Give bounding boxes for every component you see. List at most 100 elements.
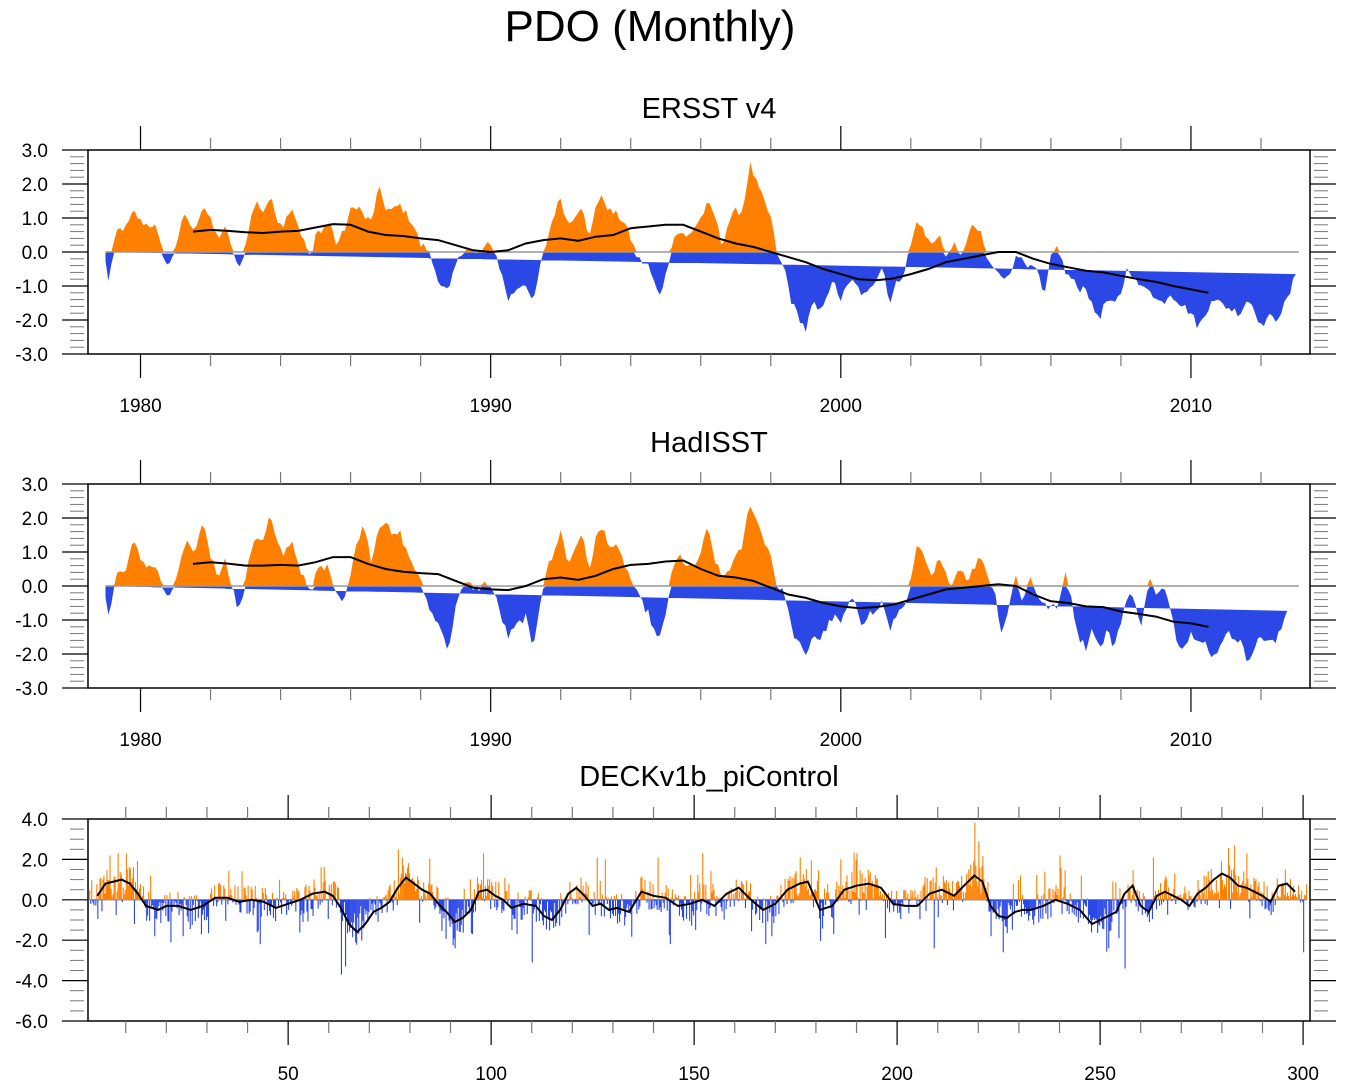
- monthly-bar: [777, 896, 779, 900]
- monthly-bar: [482, 897, 484, 900]
- monthly-bar: [694, 892, 696, 900]
- monthly-bar: [764, 899, 766, 900]
- monthly-bar: [875, 879, 877, 900]
- monthly-bar: [418, 879, 420, 900]
- monthly-bar: [797, 896, 799, 900]
- monthly-bar: [873, 885, 875, 900]
- monthly-bar: [830, 899, 832, 909]
- monthly-bar: [696, 899, 698, 911]
- monthly-bar: [1302, 899, 1304, 902]
- monthly-bar: [976, 881, 978, 900]
- monthly-bar: [257, 899, 259, 931]
- monthly-bar: [1117, 899, 1119, 912]
- monthly-bar: [131, 878, 133, 900]
- monthly-bar: [1204, 899, 1206, 904]
- running-mean-line: [192, 556, 1209, 628]
- monthly-bar: [591, 899, 593, 904]
- monthly-bar: [1183, 893, 1185, 900]
- monthly-bar: [242, 899, 244, 900]
- monthly-bar: [572, 899, 574, 905]
- monthly-bar: [293, 896, 295, 900]
- monthly-bar: [667, 888, 669, 900]
- monthly-bar: [368, 899, 370, 913]
- monthly-bar: [1301, 890, 1303, 900]
- monthly-bar: [1287, 896, 1289, 900]
- monthly-bar: [1265, 899, 1267, 909]
- monthly-bar: [153, 899, 155, 910]
- monthly-bar: [863, 893, 865, 900]
- monthly-bar: [1088, 899, 1090, 915]
- monthly-bar: [93, 899, 95, 906]
- monthly-bar: [1298, 885, 1300, 900]
- monthly-bar: [243, 887, 245, 900]
- monthly-bar: [1094, 899, 1096, 920]
- monthly-bar: [104, 893, 106, 900]
- y-tick-label: 0.0: [22, 891, 48, 912]
- monthly-bar: [775, 899, 777, 917]
- monthly-bar: [1210, 869, 1212, 900]
- monthly-bar: [972, 875, 974, 900]
- monthly-bar: [681, 899, 683, 918]
- monthly-bar: [854, 892, 856, 900]
- monthly-bar: [1167, 899, 1169, 915]
- monthly-bar: [616, 894, 618, 900]
- negative-area: [105, 252, 1296, 332]
- monthly-bar: [152, 899, 154, 906]
- x-tick-label: 50: [278, 1064, 299, 1085]
- monthly-bar: [504, 877, 506, 900]
- monthly-bar: [1031, 899, 1033, 911]
- monthly-bar: [621, 893, 623, 900]
- monthly-bar: [874, 875, 876, 900]
- monthly-bar: [1233, 868, 1235, 900]
- monthly-bar: [524, 896, 526, 900]
- monthly-bar: [1159, 899, 1161, 906]
- monthly-bar: [301, 899, 303, 911]
- monthly-bar: [1108, 899, 1110, 949]
- monthly-bar: [1296, 897, 1298, 900]
- monthly-bar: [97, 899, 99, 919]
- monthly-bar: [167, 899, 169, 922]
- monthly-bar: [1121, 899, 1123, 904]
- monthly-bar: [848, 899, 850, 902]
- monthly-bar: [726, 899, 728, 902]
- monthly-bar: [886, 893, 888, 900]
- monthly-bar: [425, 895, 427, 900]
- monthly-bar: [565, 899, 567, 914]
- monthly-bar: [1289, 879, 1291, 900]
- monthly-bar: [107, 880, 109, 900]
- monthly-bar: [1079, 899, 1081, 918]
- monthly-bar: [849, 890, 851, 900]
- monthly-bar: [1229, 865, 1231, 900]
- monthly-bar: [193, 895, 195, 900]
- panel-title: ERSST v4: [642, 93, 777, 125]
- monthly-bar: [968, 869, 970, 900]
- monthly-bar: [868, 876, 870, 900]
- monthly-bar: [1283, 894, 1285, 900]
- monthly-bar: [218, 883, 220, 900]
- monthly-bar: [121, 899, 123, 903]
- positive-area: [105, 506, 1288, 586]
- monthly-bar: [1226, 876, 1228, 900]
- monthly-bar: [710, 871, 712, 900]
- monthly-bar: [457, 899, 459, 908]
- monthly-bar: [275, 899, 277, 921]
- monthly-bar: [338, 898, 340, 900]
- monthly-bar: [321, 899, 323, 903]
- monthly-bar: [836, 881, 838, 900]
- monthly-bar: [683, 899, 685, 921]
- monthly-bar: [270, 899, 272, 906]
- monthly-bar: [894, 899, 896, 907]
- monthly-bar: [361, 899, 363, 941]
- monthly-bar: [1200, 899, 1202, 905]
- monthly-bar: [259, 899, 261, 945]
- monthly-bar: [1202, 893, 1204, 900]
- monthly-bar: [738, 891, 740, 900]
- monthly-bar: [1064, 870, 1066, 900]
- monthly-bar: [636, 899, 638, 914]
- monthly-bar: [532, 899, 534, 914]
- monthly-bar: [247, 885, 249, 900]
- monthly-bar: [782, 899, 784, 902]
- monthly-bar: [1068, 899, 1070, 915]
- monthly-bar: [822, 899, 824, 929]
- monthly-bar: [930, 880, 932, 900]
